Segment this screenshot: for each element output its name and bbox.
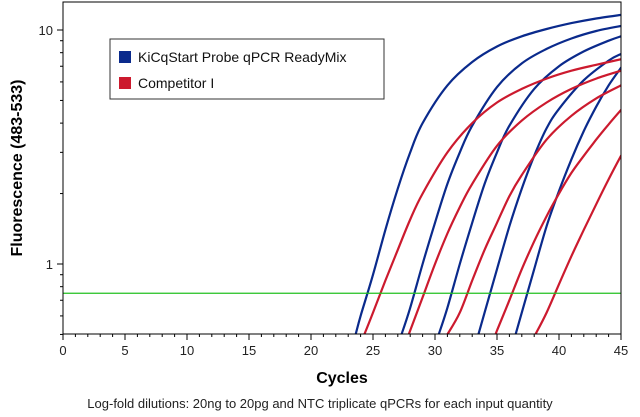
curve-series-1-2 bbox=[446, 84, 621, 334]
x-tick-label: 40 bbox=[552, 343, 566, 358]
x-tick-label: 15 bbox=[242, 343, 256, 358]
curve-series-1-4 bbox=[534, 154, 621, 334]
curve-series-1-0 bbox=[363, 58, 621, 334]
chart-caption: Log-fold dilutions: 20ng to 20pg and NTC… bbox=[87, 396, 553, 411]
x-tick-label: 10 bbox=[180, 343, 194, 358]
curve-series-0-1 bbox=[400, 24, 621, 334]
x-tick-label: 30 bbox=[428, 343, 442, 358]
curve-series-1-1 bbox=[407, 69, 621, 334]
x-axis-title: Cycles bbox=[316, 370, 368, 387]
x-tick-label: 20 bbox=[304, 343, 318, 358]
curve-series-0-0 bbox=[354, 13, 621, 334]
y-axis-title: Fluorescence (483-533) bbox=[9, 80, 26, 257]
legend-swatch-competitor bbox=[119, 77, 131, 89]
curve-series-0-2 bbox=[437, 35, 621, 334]
x-tick-label: 5 bbox=[121, 343, 128, 358]
legend-box bbox=[109, 38, 385, 100]
legend: KiCqStart Probe qPCR ReadyMix Competitor… bbox=[109, 38, 385, 100]
legend-label-kicqstart: KiCqStart Probe qPCR ReadyMix bbox=[138, 49, 347, 65]
legend-swatch-kicqstart bbox=[119, 51, 131, 63]
curve-series-0-4 bbox=[514, 66, 621, 334]
curve-series-1-3 bbox=[494, 108, 621, 334]
x-tick-label: 0 bbox=[59, 343, 66, 358]
legend-label-competitor: Competitor I bbox=[138, 75, 214, 91]
plot-frame bbox=[62, 1, 622, 335]
x-tick-label: 35 bbox=[490, 343, 504, 358]
y-tick-label: 10 bbox=[39, 23, 53, 38]
x-tick-label: 45 bbox=[614, 343, 628, 358]
amplification-curves bbox=[354, 13, 621, 334]
y-tick-label: 1 bbox=[46, 257, 53, 272]
axis-ticks: 0 5 10 15 20 25 30 35 40 45 1 10 bbox=[39, 23, 629, 358]
x-tick-label: 25 bbox=[366, 343, 380, 358]
